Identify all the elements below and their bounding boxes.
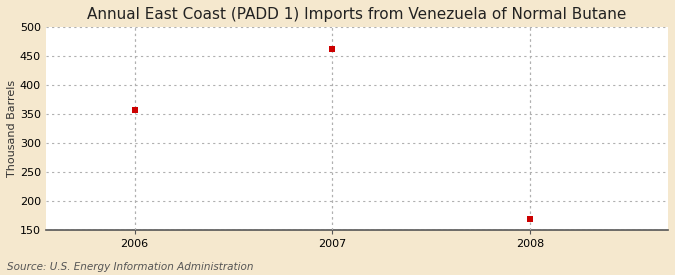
Point xyxy=(327,46,338,51)
Point xyxy=(524,217,535,222)
Y-axis label: Thousand Barrels: Thousand Barrels xyxy=(7,80,17,177)
Title: Annual East Coast (PADD 1) Imports from Venezuela of Normal Butane: Annual East Coast (PADD 1) Imports from … xyxy=(87,7,626,22)
Point xyxy=(129,108,140,112)
Text: Source: U.S. Energy Information Administration: Source: U.S. Energy Information Administ… xyxy=(7,262,253,272)
